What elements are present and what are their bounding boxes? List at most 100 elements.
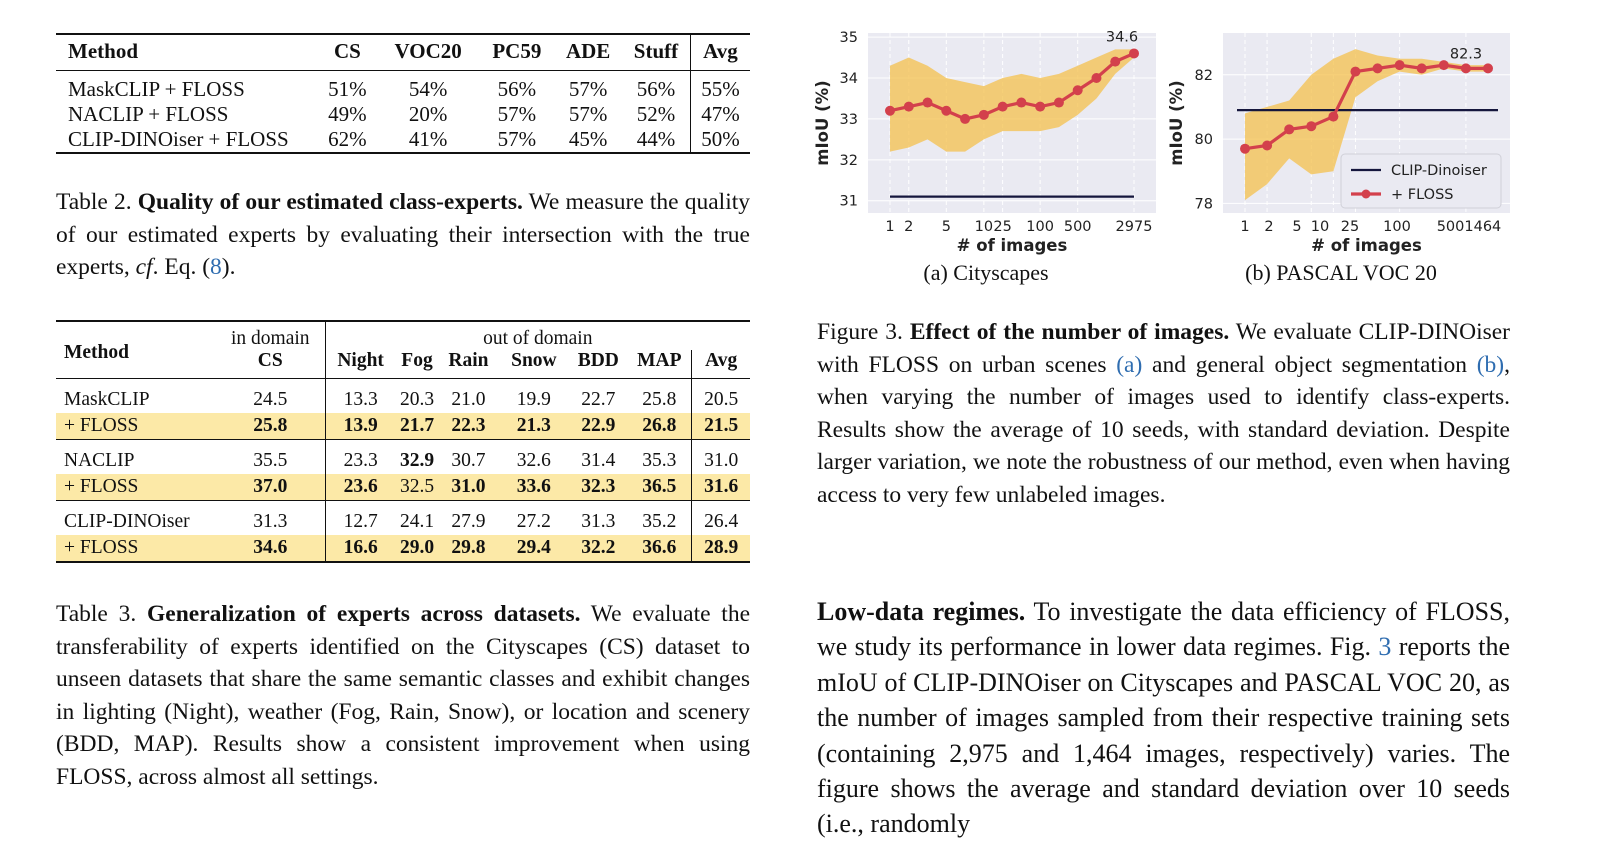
data-point xyxy=(1035,101,1046,112)
table-cell: 27.9 xyxy=(451,511,486,532)
caption-title: Effect of the number of images. xyxy=(909,319,1230,345)
table-cell: 21.3 xyxy=(498,413,570,440)
table-cell: 32.5 xyxy=(395,474,439,501)
table-cell: 32.6 xyxy=(516,450,551,471)
table-cell: 19.9 xyxy=(516,389,551,410)
table-cell: 45% xyxy=(568,127,608,151)
legend-label: CLIP-Dinoiser xyxy=(1391,163,1487,179)
x-tick-label: 25 xyxy=(993,219,1011,235)
x-tick-label: 10 xyxy=(1311,219,1329,235)
caption-label: Figure 3. xyxy=(817,319,903,345)
table-cell: NACLIP + FLOSS xyxy=(68,102,229,126)
y-axis-label: mIoU (%) xyxy=(1167,80,1186,165)
legend-marker-floss xyxy=(1361,189,1371,199)
table-cell: 35.5 xyxy=(253,450,288,471)
table-cell: 55% xyxy=(689,70,750,102)
std-deviation-band xyxy=(890,49,1134,152)
x-tick-label: 1 xyxy=(885,219,894,235)
table-cell: 31.0 xyxy=(438,474,499,501)
table-row: NACLIP + FLOSS 49% 20% 57% 57% 52% 47% xyxy=(56,102,750,127)
table-cell: 21.5 xyxy=(691,413,750,440)
x-tick-label: 10 xyxy=(975,219,993,235)
x-tick-label: 1 xyxy=(1240,219,1249,235)
x-tick-label: 25 xyxy=(1341,219,1359,235)
data-point xyxy=(960,113,971,124)
table-row: NACLIP 35.5 23.3 32.9 30.7 32.6 31.4 35.… xyxy=(56,439,750,474)
table-cell: 20.3 xyxy=(399,389,435,410)
paragraph-text: To investigate the data efficiency of FL… xyxy=(817,597,1510,662)
out-of-domain-header: out of domain xyxy=(324,321,750,350)
table-cell: 62% xyxy=(328,127,367,151)
table-cell: 52% xyxy=(636,102,676,126)
table-cell: 44% xyxy=(636,127,676,151)
data-label: 82.3 xyxy=(1450,46,1482,62)
equation-reference-link[interactable]: 8 xyxy=(210,254,222,280)
column-header: CS xyxy=(215,350,326,379)
table-cell: + FLOSS xyxy=(56,413,216,440)
table-cell: 21.0 xyxy=(451,389,486,410)
subfigure-b-label: (b) PASCAL VOC 20 xyxy=(1245,260,1437,285)
column-header: VOC20 xyxy=(394,39,462,63)
figure-3-caption: Figure 3. Effect of the number of images… xyxy=(817,316,1510,511)
table-cell: 16.6 xyxy=(324,535,396,563)
data-point xyxy=(1394,60,1405,71)
column-header: Method xyxy=(56,321,216,379)
data-point xyxy=(1438,60,1449,71)
x-tick-label: 2 xyxy=(1264,219,1273,235)
data-point xyxy=(922,97,933,108)
table-cell: 20% xyxy=(408,102,448,126)
table-cell: 31.3 xyxy=(253,511,288,532)
table-cell: 29.0 xyxy=(395,535,439,563)
x-tick-label: 100 xyxy=(1383,219,1411,235)
table-cell: + FLOSS xyxy=(56,535,216,563)
table-cell: 32.2 xyxy=(569,535,628,563)
legend-label: + FLOSS xyxy=(1391,187,1453,203)
table-cell: CLIP-DINOiser xyxy=(64,511,190,532)
table-cell: 13.9 xyxy=(324,413,396,440)
caption-label: Table 2. xyxy=(56,189,132,215)
data-point xyxy=(1460,63,1471,74)
column-header: Rain xyxy=(438,350,499,379)
data-point xyxy=(1350,66,1361,77)
y-tick-label: 80 xyxy=(1195,132,1213,148)
x-tick-label: 500 xyxy=(1064,219,1092,235)
table-cell: 35.2 xyxy=(642,511,677,532)
caption-title: Generalization of experts across dataset… xyxy=(146,601,581,627)
column-header: PC59 xyxy=(492,39,542,63)
table-cell: 29.4 xyxy=(498,535,570,563)
data-point xyxy=(1284,124,1295,135)
data-point xyxy=(1091,73,1102,83)
table-cell: 22.7 xyxy=(581,389,616,410)
subfigure-b-reference-link[interactable]: (b) xyxy=(1476,351,1505,378)
caption-text: We evaluate CLIP-DINOiser with FLOSS on … xyxy=(817,319,1511,378)
table-cell: 29.8 xyxy=(438,535,499,563)
table-cell: 51% xyxy=(328,77,367,101)
table-cell: 12.7 xyxy=(324,500,396,535)
table-cell: + FLOSS xyxy=(56,474,216,501)
paragraph-text: reports the mIoU of CLIP-DINOiser on Cit… xyxy=(817,632,1511,839)
subfigure-a-reference-link[interactable]: (a) xyxy=(1116,351,1143,378)
table-cell: 22.3 xyxy=(438,413,499,440)
table-cell: NACLIP xyxy=(64,450,135,471)
figure-reference-link[interactable]: 3 xyxy=(1378,632,1392,662)
table-cell: 32.9 xyxy=(399,450,435,471)
table-cell: 31.0 xyxy=(691,439,750,474)
y-tick-label: 78 xyxy=(1195,196,1213,212)
table-cell: 57% xyxy=(568,77,608,101)
paragraph-heading: Low-data regimes. xyxy=(817,597,1026,626)
table-row: MaskCLIP + FLOSS 51% 54% 56% 57% 56% 55% xyxy=(56,70,750,102)
table-row: CLIP-DINOiser 31.3 12.7 24.1 27.9 27.2 3… xyxy=(56,500,750,535)
y-tick-label: 31 xyxy=(840,194,858,210)
data-point xyxy=(1306,121,1317,132)
caption-text: We evaluate the transferability of exper… xyxy=(56,601,751,790)
data-point xyxy=(1240,143,1250,154)
column-header: Avg xyxy=(691,350,750,379)
x-axis-label: # of images xyxy=(957,236,1068,255)
data-point xyxy=(1110,56,1121,67)
table-cell: 31.6 xyxy=(691,474,750,501)
x-axis-label: # of images xyxy=(1311,236,1422,255)
x-tick-label: 5 xyxy=(942,219,951,235)
table-cell: 47% xyxy=(689,102,750,127)
subfigure-a-label: (a) Cityscapes xyxy=(923,260,1049,285)
data-point xyxy=(903,101,914,112)
